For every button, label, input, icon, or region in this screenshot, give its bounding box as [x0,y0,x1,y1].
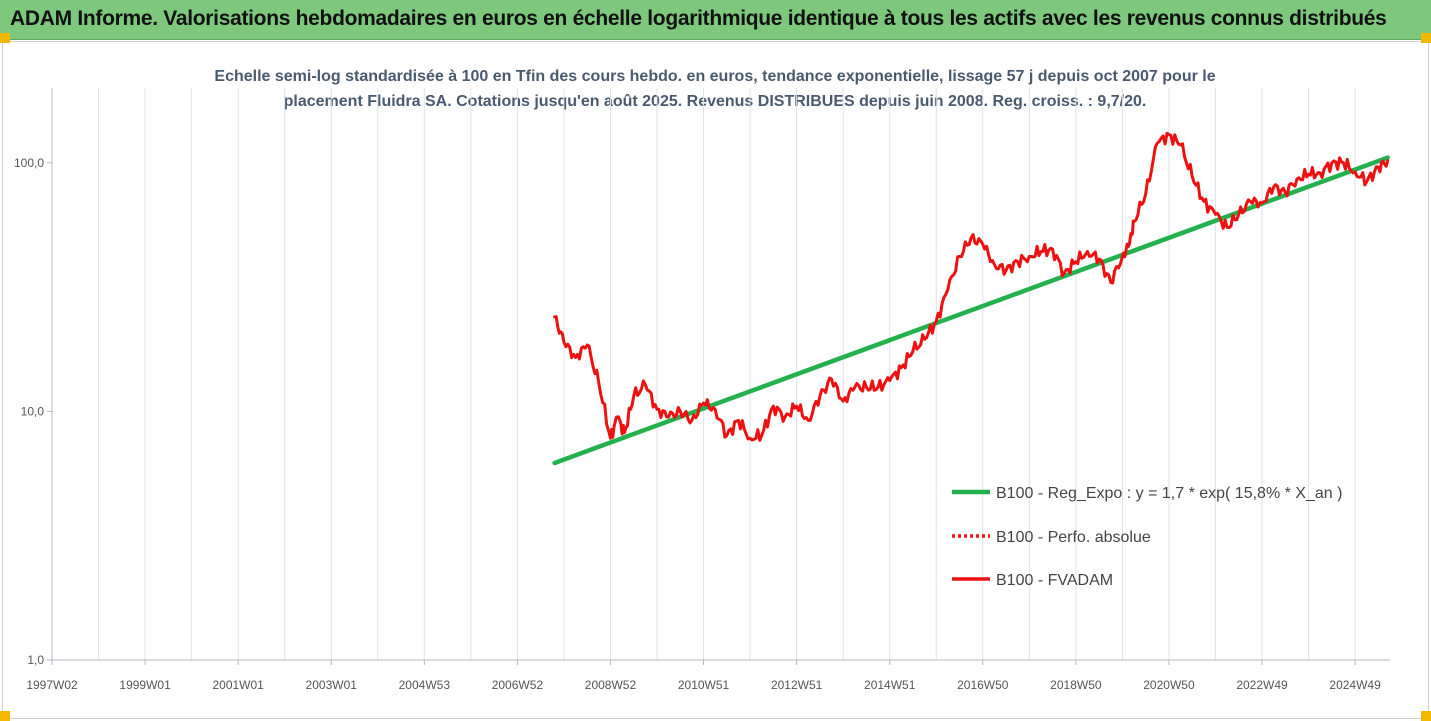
series-layer [552,131,1390,466]
x-tick-label: 2004W53 [399,678,451,692]
legend-label: B100 - FVADAM [996,572,1113,589]
legend: B100 - Reg_Expo : y = 1,7 * exp( 15,8% *… [952,485,1342,589]
legend-label: B100 - Perfo. absolue [996,529,1151,546]
y-tick-label: 1,0 [27,653,44,667]
legend-label: B100 - Reg_Expo : y = 1,7 * exp( 15,8% *… [996,485,1342,502]
series-trend-line [552,155,1390,466]
x-tick-label: 2012W51 [771,678,823,692]
x-tick-label: 2001W01 [212,678,264,692]
corner-marker-bl [0,711,10,721]
chart-subtitle: Echelle semi-log standardisée à 100 en T… [180,64,1250,114]
chart-subtitle-line-1: Echelle semi-log standardisée à 100 en T… [214,68,1216,85]
x-tick-label: 2024W49 [1329,678,1381,692]
x-tick-label: 2016W50 [957,678,1009,692]
tick-labels: 1,0 10,0 100,0 1997W02 1999W01 2001W01 2003W01… [14,156,1381,692]
corner-marker-tr [1421,33,1431,43]
x-tick-label: 2022W49 [1236,678,1288,692]
page-title: ADAM Informe. Valorisations hebdomadaire… [10,7,1387,30]
x-tick-label: 2018W50 [1050,678,1102,692]
x-tick-label: 2020W50 [1143,678,1195,692]
corner-marker-br [1421,711,1431,721]
x-tick-label: 2014W51 [864,678,916,692]
grid-lines [51,88,1356,660]
x-tick-label: 2006W52 [492,678,544,692]
header-banner: ADAM Informe. Valorisations hebdomadaire… [0,0,1431,40]
x-tick-label: 2010W51 [678,678,730,692]
x-tick-label: 1997W02 [26,678,78,692]
y-tick-label: 100,0 [14,156,44,170]
series-fvadam-line [553,131,1390,442]
x-tick-label: 2003W01 [306,678,358,692]
x-tick-label: 2008W52 [585,678,637,692]
corner-marker-tl [0,33,10,43]
x-tick-label: 1999W01 [119,678,171,692]
chart-frame [2,41,1429,719]
axes [47,88,1390,665]
y-tick-label: 10,0 [21,404,45,418]
chart-subtitle-line-2: placement Fluidra SA. Cotations jusqu'en… [283,93,1147,110]
